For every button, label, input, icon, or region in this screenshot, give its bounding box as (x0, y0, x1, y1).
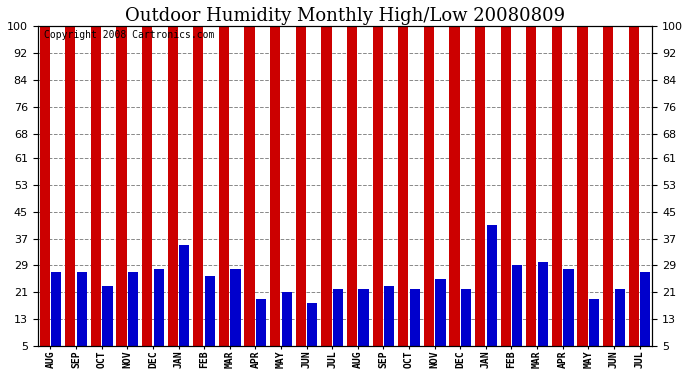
Bar (333, 289, 343, 346)
Bar (219, 27, 229, 346)
Bar (563, 269, 573, 346)
Bar (589, 299, 599, 346)
Bar (640, 272, 651, 346)
Bar (424, 27, 434, 346)
Bar (205, 276, 215, 346)
Bar (410, 289, 420, 346)
Bar (65, 27, 75, 346)
Bar (347, 27, 357, 346)
Bar (552, 27, 562, 346)
Bar (117, 27, 127, 346)
Bar (629, 27, 639, 346)
Bar (578, 27, 588, 346)
Bar (256, 299, 266, 346)
Text: Copyright 2008 Cartronics.com: Copyright 2008 Cartronics.com (43, 30, 214, 40)
Bar (270, 27, 280, 346)
Bar (51, 272, 61, 346)
Bar (358, 289, 368, 346)
Bar (307, 303, 317, 346)
Bar (486, 225, 497, 346)
Bar (449, 27, 460, 346)
Bar (296, 27, 306, 346)
Bar (322, 27, 332, 346)
Bar (77, 272, 87, 346)
Bar (475, 27, 485, 346)
Bar (373, 27, 383, 346)
Bar (91, 27, 101, 346)
Bar (538, 262, 548, 346)
Bar (526, 27, 536, 346)
Bar (168, 27, 178, 346)
Bar (102, 286, 112, 346)
Bar (193, 27, 204, 346)
Bar (244, 27, 255, 346)
Bar (603, 27, 613, 346)
Bar (398, 27, 408, 346)
Bar (230, 269, 241, 346)
Bar (128, 272, 138, 346)
Bar (512, 266, 522, 346)
Bar (461, 289, 471, 346)
Title: Outdoor Humidity Monthly High/Low 20080809: Outdoor Humidity Monthly High/Low 200808… (125, 7, 565, 25)
Bar (39, 27, 50, 346)
Bar (154, 269, 164, 346)
Bar (615, 289, 625, 346)
Bar (179, 245, 190, 346)
Bar (142, 27, 152, 346)
Bar (435, 279, 446, 346)
Bar (500, 27, 511, 346)
Bar (384, 286, 394, 346)
Bar (282, 292, 292, 346)
